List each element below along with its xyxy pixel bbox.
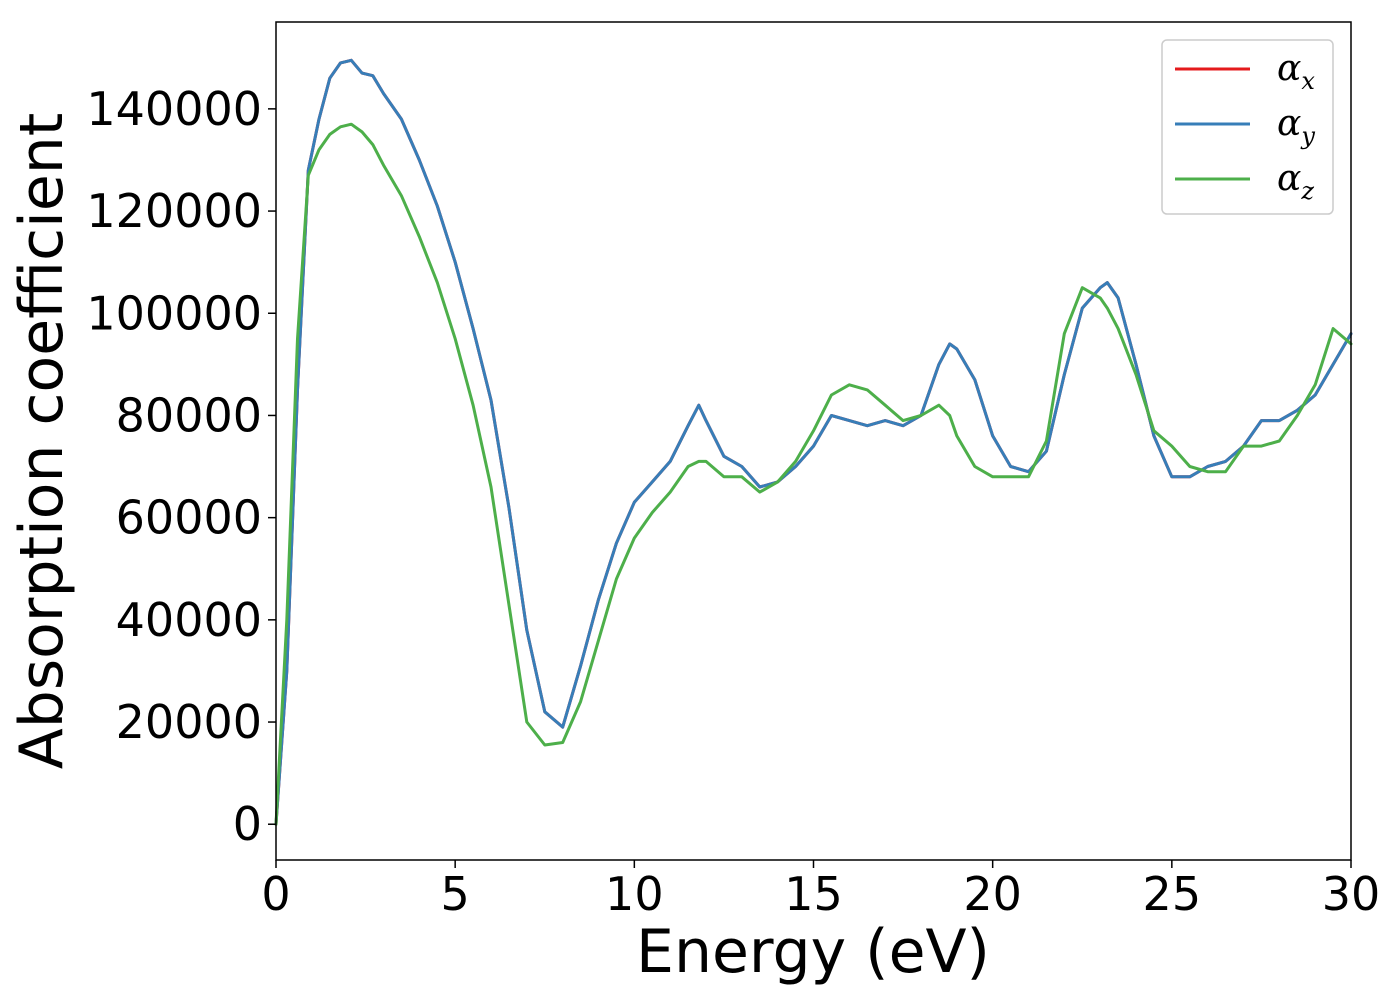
- x-tick-label: 15: [784, 867, 843, 921]
- y-tick-label: 120000: [86, 184, 262, 238]
- y-tick-label: 60000: [116, 491, 262, 545]
- x-tick-label: 0: [261, 867, 290, 921]
- y-tick-label: 140000: [86, 82, 262, 136]
- y-tick-label: 0: [233, 797, 262, 851]
- y-axis-title: Absorption coefficient: [7, 113, 77, 770]
- y-tick-label: 80000: [116, 388, 262, 442]
- x-tick-label: 10: [605, 867, 664, 921]
- x-axis-title: Energy (eV): [636, 917, 990, 987]
- y-tick-label: 40000: [116, 593, 262, 647]
- y-axis: 0 20000 40000 60000 80000 100000 120000 140000: [86, 82, 276, 851]
- x-tick-label: 25: [1143, 867, 1202, 921]
- legend-box: [1161, 39, 1334, 215]
- series-layer: [274, 58, 1353, 826]
- series-line-z: [274, 122, 1353, 826]
- x-tick-label: 30: [1322, 867, 1381, 921]
- x-tick-label: 20: [963, 867, 1022, 921]
- x-tick-label: 5: [441, 867, 470, 921]
- y-tick-label: 100000: [86, 286, 262, 340]
- y-tick-label: 20000: [116, 695, 262, 749]
- x-axis: 0 5 10 15 20 25 30: [261, 860, 1380, 921]
